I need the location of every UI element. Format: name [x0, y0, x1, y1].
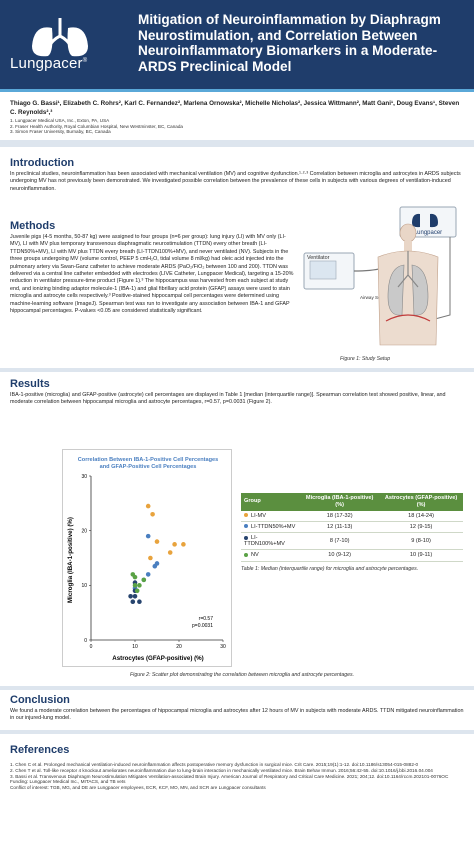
data-point	[154, 539, 160, 544]
data-point	[172, 542, 177, 547]
poster-header: Lungpacer® Mitigation of Neuroinflammati…	[0, 0, 474, 92]
table-header-group: Group	[241, 493, 301, 511]
data-point	[128, 593, 133, 599]
legend-dot-icon	[244, 524, 248, 529]
y-tick-label: 30	[81, 474, 87, 480]
data-point	[141, 577, 147, 583]
logo-text: Lungpacer®	[10, 55, 88, 72]
results-text: IBA-1-positive (microglia) and GFAP-posi…	[10, 392, 446, 406]
legend-dot-icon	[244, 535, 248, 540]
data-point	[132, 583, 138, 588]
conclusion-heading: Conclusion	[10, 694, 70, 706]
airway-sensor-label: Airway Sensor	[360, 295, 390, 300]
references-heading: References	[10, 744, 70, 756]
section-divider-2	[0, 368, 474, 372]
table-row: LI-TTDN50%+MV 12 (11-13) 12 (9-15)	[241, 521, 463, 534]
data-point	[134, 588, 140, 594]
section-divider-3	[0, 686, 474, 690]
data-point	[148, 555, 153, 561]
reference-item: 3. Bassi et al. Transvenous Diaphragm Ne…	[10, 773, 449, 779]
chart-annotation-p: p=0.0031	[192, 623, 213, 629]
data-point	[181, 542, 186, 547]
reference-item: 2. Chen T et al. Toll-like receptor 4 kn…	[10, 767, 433, 773]
introduction-heading: Introduction	[10, 157, 75, 169]
section-divider	[0, 140, 474, 147]
conclusion-text: We found a moderate correlation between …	[10, 708, 464, 722]
table-header-microglia: Microglia (IBA-1-positive) (%)	[300, 493, 380, 511]
methods-text: Juvenile pigs (4-5 months, 50-87 kg) wer…	[10, 234, 294, 315]
chart-xlabel: Astrocytes (GFAP-positive) (%)	[112, 655, 203, 662]
section-divider-4	[0, 730, 474, 734]
chart-title: Correlation Between IBA-1-Positive Cell …	[78, 457, 219, 470]
data-point	[130, 599, 136, 605]
table-row: LI-TTDN100%+MV 8 (7-10) 9 (8-10)	[241, 532, 463, 551]
affiliation-1: 1. Lungpacer Medical USA, Inc., Exton, P…	[10, 118, 110, 123]
poster-title: Mitigation of Neuroinflammation by Diaph…	[138, 12, 441, 74]
table-header-astrocytes: Astrocytes (GFAP-positive) (%)	[379, 493, 463, 511]
reference-item: 1. Chen C et al. Prolonged mechanical ve…	[10, 762, 419, 767]
figure-1-caption: Figure 1: Study Setup	[340, 356, 391, 362]
chart-ylabel: Microglia (IBA-1-positive) (%)	[67, 517, 74, 603]
table-1-caption: Table 1: Median (interquartile range) fo…	[241, 565, 419, 572]
affiliation-2: 2. Fraser Health Authority, Royal Columb…	[10, 123, 183, 129]
scatter-svg: Correlation Between IBA-1-Positive Cell …	[67, 457, 226, 662]
introduction-text: In preclinical studies, neuroinflammatio…	[10, 171, 461, 192]
legend-dot-icon	[244, 513, 248, 518]
lungs-logo-icon	[32, 18, 88, 57]
authors: Thiago G. Bassi¹, Elizabeth C. Rohrs², K…	[10, 100, 460, 116]
data-point	[137, 583, 142, 588]
methods-heading: Methods	[10, 220, 56, 232]
table-row: NV 10 (9-12) 10 (9-11)	[241, 549, 463, 562]
y-tick-label: 20	[81, 528, 87, 534]
device-label: Lungpacer	[414, 230, 442, 236]
references-list: 1. Chen C et al. Prolonged mechanical ve…	[10, 762, 465, 791]
data-point	[150, 511, 155, 517]
scatter-chart: Correlation Between IBA-1-Positive Cell …	[62, 449, 232, 667]
conflict-of-interest: Conflict of interest: TGB, MG, and DE ar…	[10, 785, 266, 791]
x-tick-label: 20	[176, 644, 182, 650]
data-point	[145, 533, 151, 539]
data-point	[145, 572, 151, 577]
y-tick-label: 0	[84, 638, 87, 644]
affiliations: 1. Lungpacer Medical USA, Inc., Exton, P…	[10, 118, 310, 135]
table-row: LI-MV 18 (17-32) 18 (14-24)	[241, 510, 463, 522]
data-point	[132, 593, 138, 599]
data-point	[137, 599, 142, 605]
x-tick-label: 30	[220, 644, 226, 650]
study-setup-diagram: Lungpacer Ventilator Airway Sensor	[303, 206, 457, 346]
y-tick-label: 10	[81, 583, 87, 589]
data-point	[152, 563, 158, 569]
table-1: Group Microglia (IBA-1-positive) (%) Ast…	[241, 493, 463, 572]
x-tick-label: 10	[132, 644, 138, 650]
figure-2-caption: Figure 2: Scatter plot demonstrating the…	[130, 672, 355, 678]
data-point	[145, 503, 151, 509]
data-point	[132, 574, 138, 580]
funding: Funding: Lungpacer Medical Inc., MITACS,…	[10, 779, 126, 785]
affiliation-3: 3. Simon Fraser University, Burnaby, BC,…	[10, 129, 111, 135]
data-point	[167, 550, 173, 555]
results-heading: Results	[10, 378, 50, 390]
legend-dot-icon	[244, 552, 248, 557]
chart-annotation-r: r=0.57	[199, 616, 214, 622]
results-table: Group Microglia (IBA-1-positive) (%) Ast…	[241, 493, 463, 562]
ventilator-label: Ventilator	[307, 255, 330, 261]
x-tick-label: 0	[90, 644, 93, 650]
